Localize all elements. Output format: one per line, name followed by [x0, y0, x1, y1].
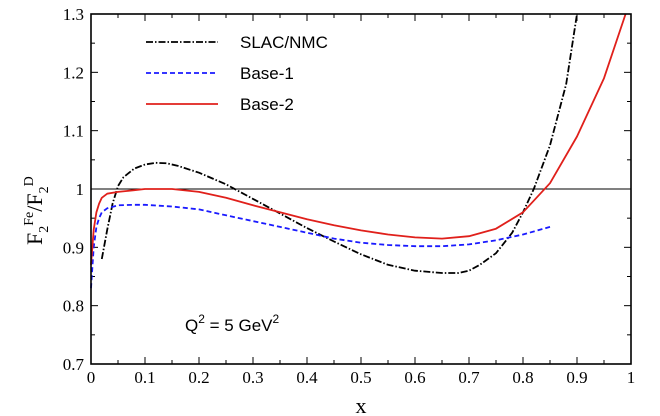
legend: SLAC/NMC Base-1 Base-2	[146, 33, 328, 114]
y-tick-label: 1.2	[63, 63, 84, 82]
legend-label-base-1: Base-1	[240, 64, 294, 83]
tick-label-layer: 0 0.1 0.2 0.3 0.4 0.5 0.6 0.7 0.8 0.9 1 0.7 0.8 0.9 1 1…	[63, 5, 636, 387]
x-tick-label: 0.3	[242, 368, 263, 387]
y-tick-label: 0.9	[63, 238, 84, 257]
y-axis-title: F2Fe/F2D	[22, 176, 52, 245]
y-tick-label: 1.3	[63, 5, 84, 24]
x-tick-label: 0.8	[512, 368, 533, 387]
y-tick-label: 0.8	[63, 297, 84, 316]
x-tick-label: 0.2	[188, 368, 209, 387]
series-layer	[90, 13, 627, 289]
series-line-base-1	[90, 203, 551, 289]
x-tick-label: 0.7	[458, 368, 480, 387]
x-tick-label: 0.1	[134, 368, 155, 387]
x-tick-label: 0.4	[296, 368, 318, 387]
x-tick-label: 1	[627, 368, 636, 387]
series-line-base-2	[90, 13, 627, 265]
x-tick-label: 0.9	[566, 368, 587, 387]
plot-frame	[90, 13, 632, 365]
y-tick-label: 1.1	[63, 122, 84, 141]
series-line-slac-nmc	[100, 13, 578, 274]
x-tick-label: 0	[87, 368, 96, 387]
legend-label-base-2: Base-2	[240, 95, 294, 114]
x-tick-label: 0.5	[350, 368, 371, 387]
y-tick-label: 0.7	[63, 355, 85, 374]
y-tick-label: 1	[76, 180, 85, 199]
legend-label-slac-nmc: SLAC/NMC	[240, 33, 328, 52]
q2-annotation: Q2 = 5 GeV2	[185, 312, 280, 335]
x-tick-label: 0.6	[404, 368, 425, 387]
x-axis-title: x	[356, 393, 367, 416]
